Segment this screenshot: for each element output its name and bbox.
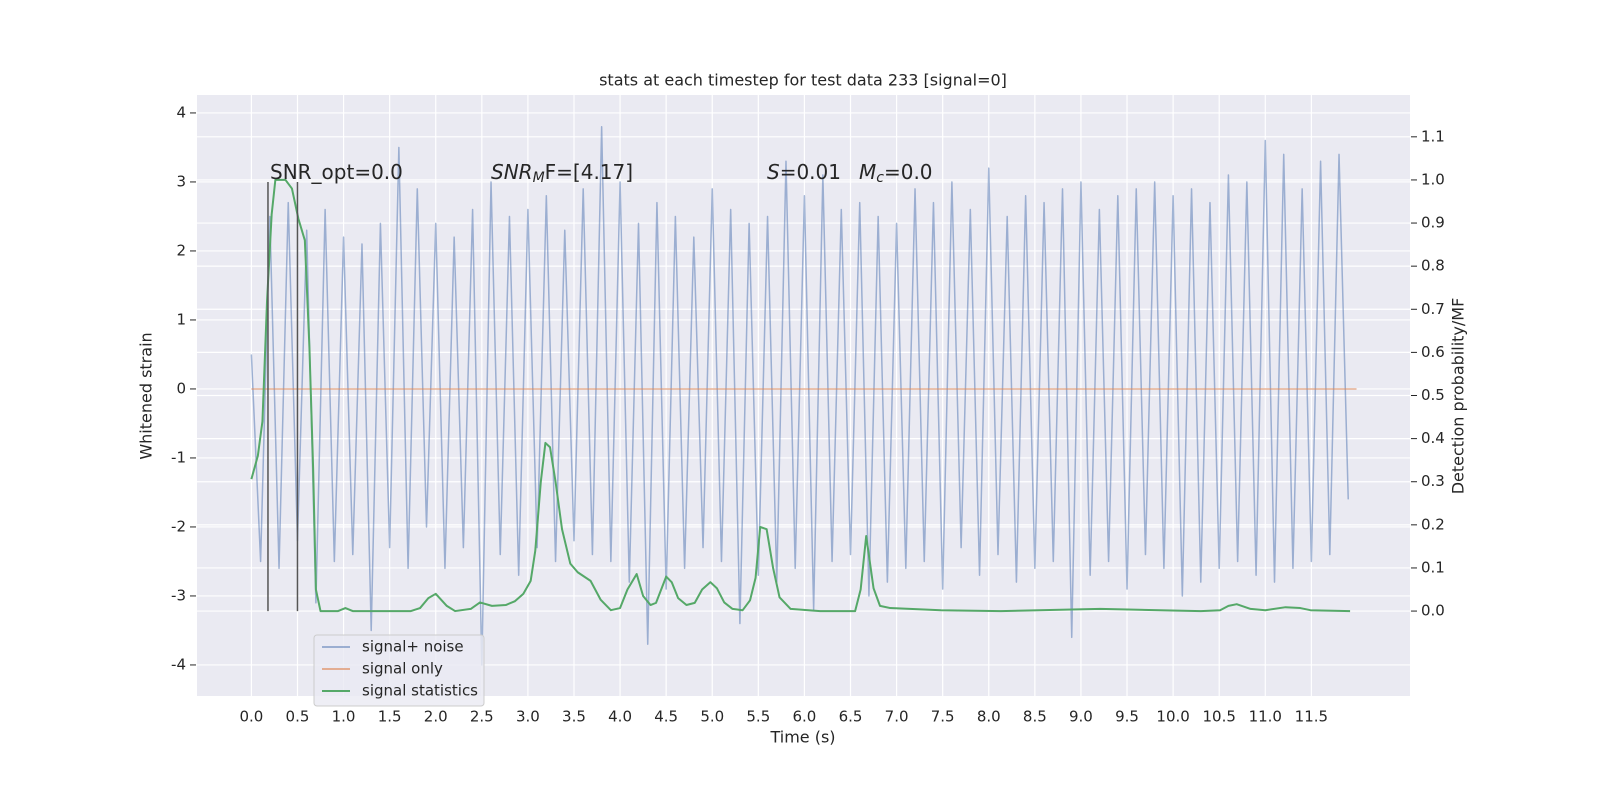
y2-tick-label: 0.4 xyxy=(1421,429,1445,447)
y-tick-label: 2 xyxy=(176,241,186,259)
x-tick-label: 2.0 xyxy=(424,708,448,726)
x-tick-label: 7.5 xyxy=(931,708,955,726)
x-tick-label: 9.5 xyxy=(1115,708,1139,726)
annotation-text: M xyxy=(859,160,876,184)
x-tick-label: 1.0 xyxy=(332,708,356,726)
y-tick-label: 3 xyxy=(176,172,186,190)
legend: signal+ noise signal only signal statistic… xyxy=(313,634,485,707)
y-axis-label: Whitened strain xyxy=(137,332,156,459)
legend-label: signal only xyxy=(362,660,443,678)
annotation-text: S xyxy=(767,160,780,184)
x-tick-label: 4.0 xyxy=(608,708,632,726)
x-tick-label: 10.5 xyxy=(1202,708,1235,726)
x-tick-label: 2.5 xyxy=(470,708,494,726)
x-axis-label: Time (s) xyxy=(769,728,835,747)
legend-label: signal+ noise xyxy=(362,638,464,656)
x-tick-label: 1.5 xyxy=(378,708,402,726)
x-tick-label: 9.0 xyxy=(1069,708,1093,726)
annotation: Mc=0.0 xyxy=(859,160,933,187)
legend-label: signal statistics xyxy=(362,682,478,700)
axes: 0.0 0.5 1.0 1.5 2.0 2.5 3.0 3.5 4.0 4.5 5.0 5.5 6.0 6… xyxy=(171,103,1445,725)
annotation-text: =0.01 xyxy=(780,160,841,184)
x-tick-label: 8.0 xyxy=(977,708,1001,726)
y2-tick-label: 0.9 xyxy=(1421,214,1445,232)
x-tick-label: 0.5 xyxy=(286,708,310,726)
legend-box xyxy=(313,634,485,707)
y2-tick-label: 1.1 xyxy=(1421,127,1445,145)
x-tick-label: 10.0 xyxy=(1156,708,1189,726)
annotations: SNR_opt=0.0 SNRMF=[4.17] S=0.01 Mc=0.0 xyxy=(270,160,933,187)
annotation: S=0.01 xyxy=(767,160,841,184)
series-line xyxy=(250,125,1349,666)
y-tick-label: 0 xyxy=(176,379,186,397)
annotation-text: SNR_opt=0.0 xyxy=(270,160,403,184)
series-line xyxy=(250,178,1351,613)
annotation-subscript: M xyxy=(533,170,545,186)
x-tick-label: 6.5 xyxy=(839,708,863,726)
marks xyxy=(250,125,1357,666)
y2-tick-label: 1.0 xyxy=(1421,170,1445,188)
annotation-text: =0.0 xyxy=(884,160,933,184)
y2-axis-label: Detection probability/MF xyxy=(1449,298,1468,495)
y2-tick-label: 0.8 xyxy=(1421,257,1445,275)
annotation-text: F=[4.17] xyxy=(545,160,633,184)
x-tick-label: 11.5 xyxy=(1295,708,1328,726)
x-tick-label: 3.5 xyxy=(562,708,586,726)
annotation: SNR_opt=0.0 xyxy=(270,160,403,184)
x-tick-label: 5.0 xyxy=(700,708,724,726)
x-tick-label: 8.5 xyxy=(1023,708,1047,726)
chart-title: stats at each timestep for test data 233… xyxy=(599,71,1007,90)
y2-tick-label: 0.1 xyxy=(1421,558,1445,576)
x-tick-label: 5.5 xyxy=(746,708,770,726)
y-tick-label: -2 xyxy=(171,517,186,535)
y2-tick-label: 0.0 xyxy=(1421,602,1445,620)
annotation: SNRMF=[4.17] xyxy=(491,160,633,187)
annotation-text: SNR xyxy=(491,160,533,184)
x-tick-label: 6.0 xyxy=(792,708,816,726)
y2-tick-label: 0.7 xyxy=(1421,300,1445,318)
y-tick-label: -1 xyxy=(171,448,186,466)
x-tick-label: 4.5 xyxy=(654,708,678,726)
x-tick-label: 0.0 xyxy=(239,708,263,726)
y2-tick-label: 0.5 xyxy=(1421,386,1445,404)
annotation-subscript: c xyxy=(876,170,884,186)
y-tick-label: -4 xyxy=(171,655,186,673)
y2-tick-label: 0.2 xyxy=(1421,515,1445,533)
x-tick-label: 11.0 xyxy=(1249,708,1282,726)
y-tick-label: 4 xyxy=(176,103,186,121)
y2-tick-label: 0.3 xyxy=(1421,472,1445,490)
y2-tick-label: 0.6 xyxy=(1421,343,1445,361)
y-tick-label: -3 xyxy=(171,586,186,604)
x-tick-label: 3.0 xyxy=(516,708,540,726)
x-tick-label: 7.0 xyxy=(885,708,909,726)
y-tick-label: 1 xyxy=(176,310,186,328)
